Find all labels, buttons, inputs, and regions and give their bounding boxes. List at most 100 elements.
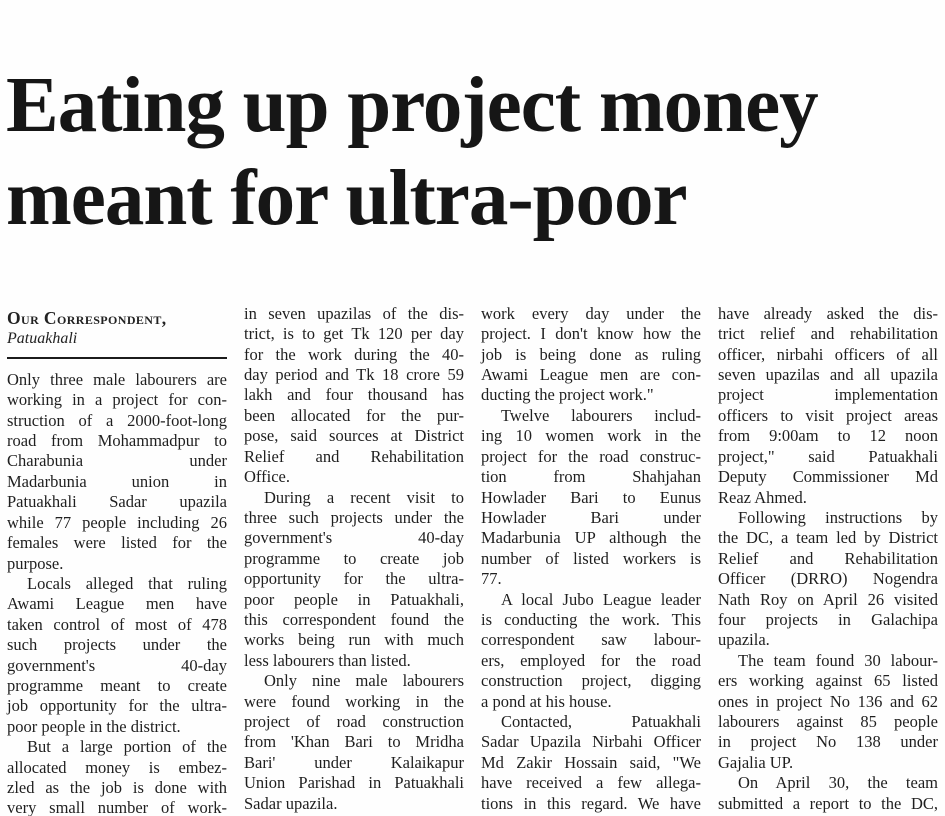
text-line: ing 10 women work in the: [481, 426, 701, 446]
headline-line-1: Eating up project money: [6, 61, 819, 149]
text-line: Contacted, Patuakhali: [501, 711, 701, 731]
paragraph: have already asked the dis-trict relief …: [718, 304, 938, 508]
text-line: day period and Tk 18 crore 59: [244, 365, 464, 385]
text-line: programme to create job: [244, 548, 464, 568]
text-line: purpose.: [7, 553, 64, 573]
text-line: in seven upazilas of the dis-: [244, 303, 464, 323]
text-line: been allocated for the pur-: [244, 405, 464, 425]
text-line: have already asked the dis-: [718, 303, 938, 323]
text-line: correspondent saw labour-: [481, 630, 701, 650]
text-line: working in a project for con-: [7, 390, 227, 410]
text-line: number of listed workers is: [481, 548, 701, 568]
text-line: less labourers than listed.: [244, 650, 411, 670]
text-line: the DC, a team led by District: [718, 528, 938, 548]
paragraph: Twelve labourers includ-ing 10 women wor…: [481, 406, 701, 590]
article-column-3: work every day under the project. I don't…: [481, 304, 701, 816]
text-line: Bari' under Kalaikapur: [244, 752, 464, 772]
text-line: But a large portion of the: [27, 737, 227, 757]
text-line: Madarbunia UP although the: [481, 528, 701, 548]
text-line: Office.: [244, 467, 290, 487]
column-body-2: in seven upazilas of the dis-trict, is t…: [244, 304, 464, 816]
text-line: seven upazilas and all upazila: [718, 365, 938, 385]
text-line: struction of a 2000-foot-long: [7, 410, 227, 430]
text-line: females were listed for the: [7, 533, 227, 553]
text-line: ers working against 65 listed: [718, 671, 938, 691]
text-line: A local Jubo League leader: [501, 589, 701, 609]
byline: Our Correspondent, Patuakhali: [7, 308, 227, 348]
text-line: zled as the job is done with: [7, 777, 227, 797]
text-line: Reaz Ahmed.: [718, 487, 807, 507]
column-body-1: Only three male labourers are working in …: [7, 370, 227, 816]
text-line: a pond at his house.: [481, 691, 612, 711]
text-line: while 77 people including 26: [7, 512, 227, 532]
column-body-4: have already asked the dis-trict relief …: [718, 304, 938, 816]
paragraph: When contacted, local UPmember Shah Alam…: [244, 814, 464, 816]
text-line: in project No 138 under: [718, 732, 938, 752]
text-line: such projects under the: [7, 635, 227, 655]
text-line: ers, employed for the road: [481, 650, 701, 670]
text-line: Awami League men have: [7, 594, 227, 614]
paragraph: But a large portion of the allocated mone…: [7, 737, 227, 816]
paragraph: A local Jubo League leader is conducting …: [481, 590, 701, 712]
text-line: Nath Roy on April 26 visited: [718, 589, 938, 609]
article-column-1: Our Correspondent, Patuakhali Only three…: [7, 304, 227, 816]
text-line: upazila.: [718, 630, 770, 650]
text-line: work every day under the: [481, 303, 701, 323]
text-line: road from Mohammadpur to: [7, 431, 227, 451]
article-headline: Eating up project money meant for ultra-…: [0, 53, 945, 245]
text-line: government's 40-day: [244, 528, 464, 548]
text-line: opportunity for the ultra-: [244, 569, 464, 589]
text-line: Gajalia UP.: [718, 752, 794, 772]
paragraph: Only nine male labourers were found worki…: [244, 671, 464, 814]
text-line: already asked all project: [481, 814, 701, 816]
text-line: tions in this regard. We have: [481, 793, 701, 813]
text-line: trict relief and rehabilitation: [718, 324, 938, 344]
text-line: Following instructions by: [738, 507, 938, 527]
text-line: submitted a report to the DC,: [718, 793, 938, 813]
text-line: tion from Shahjahan: [481, 467, 701, 487]
text-line: Charabunia under: [7, 451, 227, 471]
text-line: four projects in Galachipa: [718, 609, 938, 629]
text-line: poor people in Patuakhali,: [244, 589, 464, 609]
text-line: ducting the project work.": [481, 385, 654, 405]
paragraph: Following instructions by the DC, a team …: [718, 508, 938, 651]
paragraph: On April 30, the team submitted a report …: [718, 773, 938, 816]
text-line: poor people in the district.: [7, 716, 181, 736]
text-line: project," said Patuakhali: [718, 446, 938, 466]
text-line: very small number of work-: [7, 798, 227, 816]
byline-author: Our Correspondent,: [7, 307, 167, 328]
column-body-3: work every day under the project. I don't…: [481, 304, 701, 816]
text-line: Only nine male labourers: [264, 671, 464, 691]
text-line: Patuakhali Sadar upazila: [7, 492, 227, 512]
paragraph: The team found 30 labour-ers working aga…: [718, 651, 938, 773]
paragraph: During a recent visit to three such proje…: [244, 488, 464, 672]
text-line: pose, said sources at District: [244, 426, 464, 446]
text-line: Madarbunia union in: [7, 471, 227, 491]
text-line: lakh and four thousand has: [244, 385, 464, 405]
text-line: construction project, digging: [481, 671, 701, 691]
text-line: trict, is to get Tk 120 per day: [244, 324, 464, 344]
text-line: this correspondent found the: [244, 609, 464, 629]
text-line: Md Zakir Hossain said, "We: [481, 752, 701, 772]
text-line: labourers against 85 people: [718, 711, 938, 731]
text-line: Sadar Upazila Nirbahi Officer: [481, 732, 701, 752]
text-line: have received a few allega-: [481, 773, 701, 793]
text-line: job is being done as ruling: [481, 344, 701, 364]
text-line: During a recent visit to: [264, 487, 464, 507]
paragraph: Only three male labourers are working in …: [7, 370, 227, 574]
text-line: describing the irregularities: [718, 814, 938, 816]
article-column-2: in seven upazilas of the dis-trict, is t…: [244, 304, 464, 816]
text-line: were found working in the: [244, 691, 464, 711]
text-line: works being run with much: [244, 630, 464, 650]
article-column-4: have already asked the dis-trict relief …: [718, 304, 938, 816]
text-line: project implementation: [718, 385, 938, 405]
text-line: Deputy Commissioner Md: [718, 467, 938, 487]
text-line: Officer (DRRO) Nogendra: [718, 569, 938, 589]
text-line: The team found 30 labour-: [738, 650, 938, 670]
text-line: Howlader Bari under: [481, 507, 701, 527]
text-line: job opportunity for the ultra-: [7, 696, 227, 716]
text-line: taken control of most of 478: [7, 614, 227, 634]
text-line: from 9:00am to 12 noon: [718, 426, 938, 446]
byline-divider: [7, 356, 227, 359]
